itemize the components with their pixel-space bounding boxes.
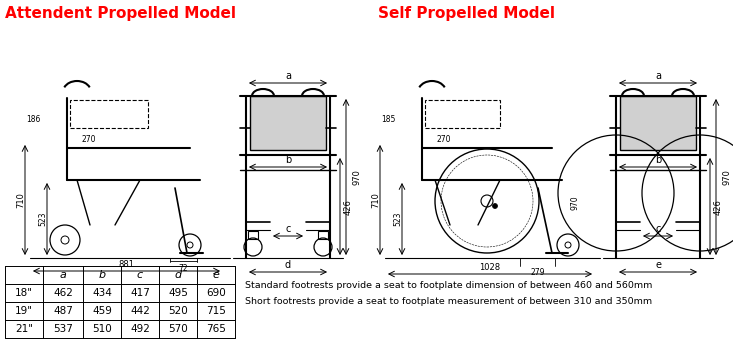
Text: 186: 186 [26,115,40,125]
Bar [318,231,328,239]
Text: 442: 442 [130,306,150,316]
Text: 520: 520 [168,306,188,316]
Text: a: a [59,270,67,280]
Text: 270: 270 [82,136,96,145]
Text: 523: 523 [394,212,402,226]
Text: 417: 417 [130,288,150,298]
Text: 185: 185 [381,115,395,125]
Bar [250,96,326,150]
Bar [70,100,148,128]
Text: 570: 570 [168,324,188,334]
Text: 523: 523 [39,212,48,226]
Text: d: d [174,270,182,280]
Text: 270: 270 [437,136,452,145]
Text: c: c [285,224,291,234]
Text: Short footrests provide a seat to footplate measurement of between 310 and 350mm: Short footrests provide a seat to footpl… [245,297,652,305]
Text: 970: 970 [570,196,580,210]
Text: 462: 462 [53,288,73,298]
Text: 710: 710 [17,192,26,208]
Text: e: e [213,270,219,280]
Text: Standard footrests provide a seat to footplate dimension of between 460 and 560m: Standard footrests provide a seat to foo… [245,282,652,290]
Text: 765: 765 [206,324,226,334]
Text: c: c [137,270,143,280]
Text: 426: 426 [344,199,353,215]
Text: 19": 19" [15,306,33,316]
Text: 72: 72 [178,264,188,273]
Text: 492: 492 [130,324,150,334]
Bar [425,100,500,128]
Circle shape [493,204,498,209]
Text: 970: 970 [722,169,731,185]
Bar [620,96,696,150]
Text: Self Propelled Model: Self Propelled Model [378,6,555,21]
Text: 21": 21" [15,324,33,334]
Text: d: d [285,260,291,270]
Text: 434: 434 [92,288,112,298]
Text: 715: 715 [206,306,226,316]
Text: 1028: 1028 [479,263,501,272]
Text: 495: 495 [168,288,188,298]
Text: 710: 710 [372,192,380,208]
Text: b: b [98,270,106,280]
Text: 881: 881 [119,260,134,269]
Text: 426: 426 [714,199,723,215]
Text: 970: 970 [352,169,361,185]
Text: 279: 279 [531,268,545,277]
Bar [248,231,258,239]
Text: 510: 510 [92,324,112,334]
Text: e: e [655,260,661,270]
Text: a: a [285,71,291,81]
Text: b: b [655,155,661,165]
Text: 18": 18" [15,288,33,298]
Text: a: a [655,71,661,81]
Text: 459: 459 [92,306,112,316]
Text: 537: 537 [53,324,73,334]
Text: b: b [285,155,291,165]
Text: Attendent Propelled Model: Attendent Propelled Model [5,6,236,21]
Text: 690: 690 [206,288,226,298]
Text: c: c [655,224,660,234]
Text: 487: 487 [53,306,73,316]
